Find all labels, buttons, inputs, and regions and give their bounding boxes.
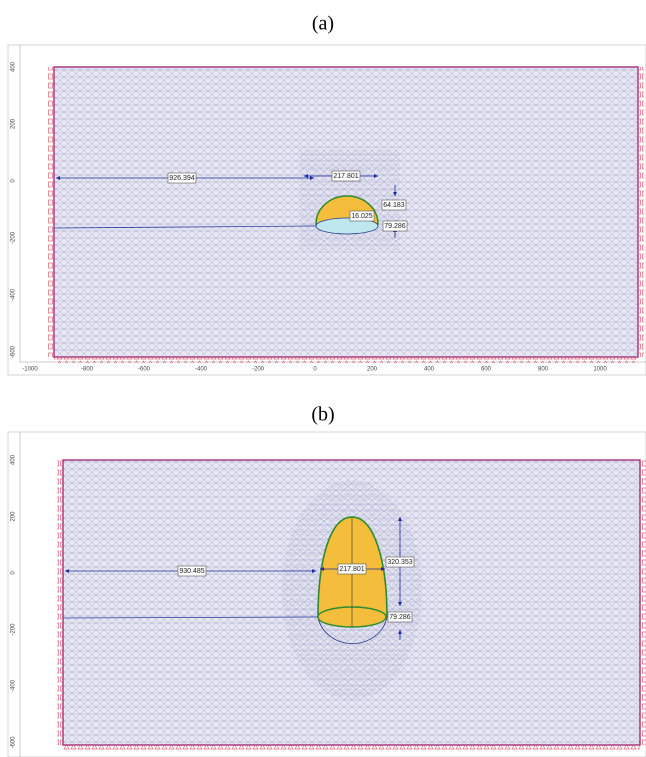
x-tick-label: -400 xyxy=(195,367,208,373)
panel-b xyxy=(8,432,646,757)
x-tick-label: -1000 xyxy=(22,367,38,373)
x-tick-label: -600 xyxy=(138,367,151,373)
supports-left xyxy=(57,460,63,745)
dimension-label: 926.394 xyxy=(169,175,194,182)
x-tick-label: 800 xyxy=(538,367,549,373)
panel-a xyxy=(8,45,646,375)
dimension-label: 79.286 xyxy=(384,223,406,230)
y-tick-label: -600 xyxy=(11,736,17,749)
x-tick-label: 400 xyxy=(424,367,435,373)
dimension-label: 930.485 xyxy=(179,568,204,575)
x-tick-label: -200 xyxy=(252,367,265,373)
y-tick-label: -200 xyxy=(11,623,17,636)
y-tick-label: 200 xyxy=(11,118,17,129)
x-tick-label: 200 xyxy=(367,367,378,373)
dimension-label: 64.183 xyxy=(383,202,405,209)
dimension-label: 79.286 xyxy=(389,614,411,621)
x-tick-label: 600 xyxy=(481,367,492,373)
panel-label: (b) xyxy=(311,404,334,426)
y-tick-label: 400 xyxy=(11,61,17,72)
x-tick-label: -800 xyxy=(81,367,94,373)
supports-right xyxy=(638,67,644,357)
supports-bottom xyxy=(63,745,640,751)
x-tick-label: 1000 xyxy=(593,367,607,373)
dimension-label: 217.801 xyxy=(333,173,358,180)
supports-bottom xyxy=(54,357,638,363)
supports-right xyxy=(640,460,646,745)
y-tick-label: -200 xyxy=(11,231,17,244)
supports-left xyxy=(48,67,54,357)
dimension-label: 16.025 xyxy=(351,213,373,220)
y-tick-label: -400 xyxy=(11,679,17,692)
figure: (a) (b) 4002000-200-400-600-1000-800-600… xyxy=(0,0,646,757)
y-tick-label: 200 xyxy=(11,511,17,522)
y-tick-label: -400 xyxy=(11,288,17,301)
panel-label: (a) xyxy=(312,13,334,35)
dimension-label: 217.801 xyxy=(339,566,364,573)
y-tick-label: -600 xyxy=(11,345,17,358)
dimension-label: 320.353 xyxy=(387,559,412,566)
y-tick-label: 400 xyxy=(11,454,17,465)
